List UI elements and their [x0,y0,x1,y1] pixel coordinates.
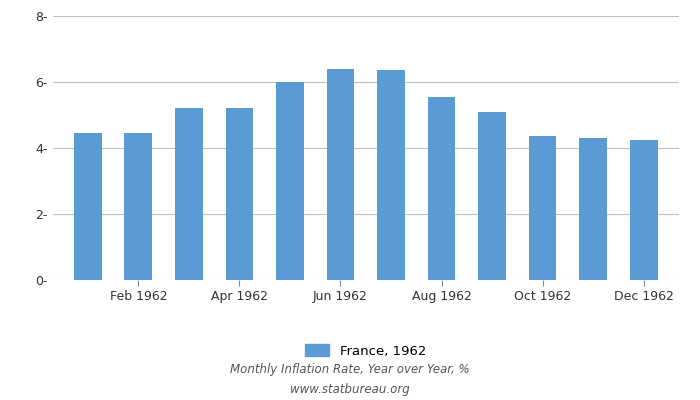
Bar [175,108,203,280]
Legend: France, 1962: France, 1962 [305,344,426,358]
Bar [74,133,102,280]
Bar [225,108,253,280]
Bar [528,136,556,280]
Bar [327,69,354,280]
Text: www.statbureau.org: www.statbureau.org [290,384,410,396]
Bar [125,133,153,280]
Bar [276,82,304,280]
Text: Monthly Inflation Rate, Year over Year, %: Monthly Inflation Rate, Year over Year, … [230,364,470,376]
Bar [377,70,405,280]
Bar [630,140,657,280]
Bar [478,112,506,280]
Bar [579,138,607,280]
Bar [428,97,456,280]
